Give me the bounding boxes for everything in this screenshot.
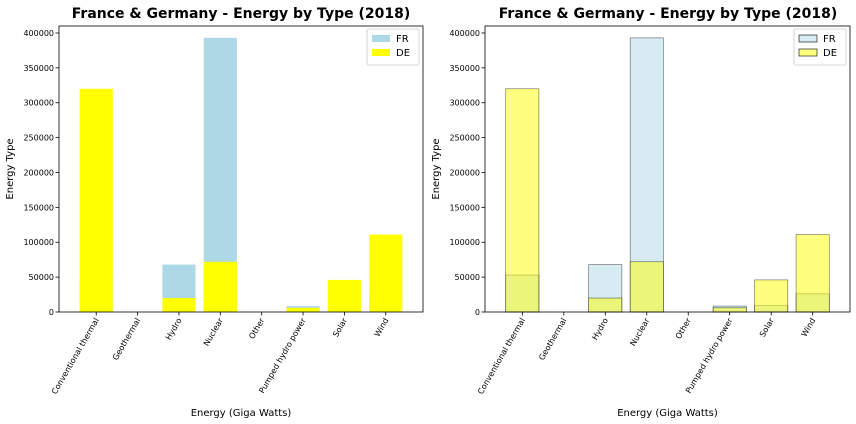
chart-title: France & Germany - Energy by Type (2018) — [72, 6, 410, 22]
y-tick-label: 250000 — [449, 134, 480, 143]
bar-de-solar — [754, 279, 789, 313]
y-tick-label: 350000 — [23, 64, 54, 73]
bar-de-hydro — [162, 298, 196, 312]
x-tick-label: Solar — [758, 316, 776, 339]
legend-swatch-fr — [372, 35, 390, 42]
y-tick-label: 0 — [49, 308, 54, 317]
legend-box — [366, 28, 420, 66]
legend-label-de: DE — [823, 48, 837, 59]
y-tick-label: 100000 — [23, 238, 54, 247]
x-tick-label: Other — [247, 316, 267, 341]
y-tick-label: 300000 — [449, 99, 480, 108]
x-tick-label: Other — [674, 316, 694, 341]
x-tick-label: Solar — [331, 316, 349, 339]
y-axis-label: Energy Type — [5, 138, 16, 199]
bar-de-conventional-thermal — [505, 88, 540, 313]
x-tick-label: Nuclear — [628, 316, 652, 348]
x-tick-label: Nuclear — [202, 316, 226, 348]
bar-de-conventional-thermal — [79, 88, 113, 312]
axes-frame — [484, 25, 851, 313]
legend-swatch-de — [372, 49, 390, 56]
bar-de-nuclear — [203, 261, 237, 312]
y-tick-label: 50000 — [29, 273, 54, 282]
y-tick-label: 400000 — [449, 29, 480, 38]
y-tick-label: 150000 — [449, 203, 480, 212]
bar-de-wind — [795, 234, 830, 313]
x-tick-label: Hydro — [164, 316, 184, 341]
x-tick-label: Wind — [800, 317, 818, 339]
x-tick-label: Conventional thermal — [476, 317, 527, 396]
y-tick-label: 150000 — [23, 203, 54, 212]
bar-de-hydro — [588, 297, 623, 313]
x-tick-label: Geothermal — [111, 317, 142, 362]
y-axis-label: Energy Type — [431, 138, 442, 199]
y-tick-label: 350000 — [449, 64, 480, 73]
legend-label-fr: FR — [396, 34, 409, 45]
chart-2: 0 50000 100000 150000 200000 250000 300000 3500… — [431, 6, 851, 419]
legend-box — [793, 28, 847, 66]
y-tick-label: 200000 — [23, 168, 54, 177]
legend-label-fr: FR — [823, 34, 836, 45]
y-tick-label: 300000 — [23, 99, 54, 108]
y-tick-label: 50000 — [455, 273, 480, 282]
legend-label-de: DE — [396, 48, 410, 59]
x-tick-label: Pumped hydro power — [684, 316, 735, 395]
y-tick-label: 200000 — [449, 168, 480, 177]
legend-swatch-fr — [798, 34, 818, 43]
x-tick-label: Hydro — [590, 316, 610, 341]
x-axis-label: Energy (Giga Watts) — [191, 408, 292, 419]
y-tick-label: 250000 — [23, 134, 54, 143]
x-tick-label: Pumped hydro power — [257, 316, 308, 395]
axes-frame — [58, 25, 424, 313]
legend-swatch-de — [798, 48, 818, 57]
bar-de-pumped-hydro-power — [286, 307, 320, 312]
chart-1: 0 50000 100000 150000 200000 250000 300000 3500… — [5, 6, 424, 419]
bar-de-nuclear — [629, 261, 664, 313]
x-tick-label: Wind — [373, 317, 391, 339]
chart-title: France & Germany - Energy by Type (2018) — [499, 6, 837, 22]
x-tick-label: Geothermal — [537, 317, 568, 362]
bar-de-wind — [369, 234, 403, 312]
y-tick-label: 400000 — [23, 29, 54, 38]
x-tick-label: Conventional thermal — [50, 317, 101, 396]
x-axis-label: Energy (Giga Watts) — [617, 408, 718, 419]
y-tick-label: 100000 — [449, 238, 480, 247]
y-tick-label: 0 — [475, 308, 480, 317]
bar-de-solar — [327, 279, 361, 312]
bar-de-pumped-hydro-power — [712, 307, 747, 313]
